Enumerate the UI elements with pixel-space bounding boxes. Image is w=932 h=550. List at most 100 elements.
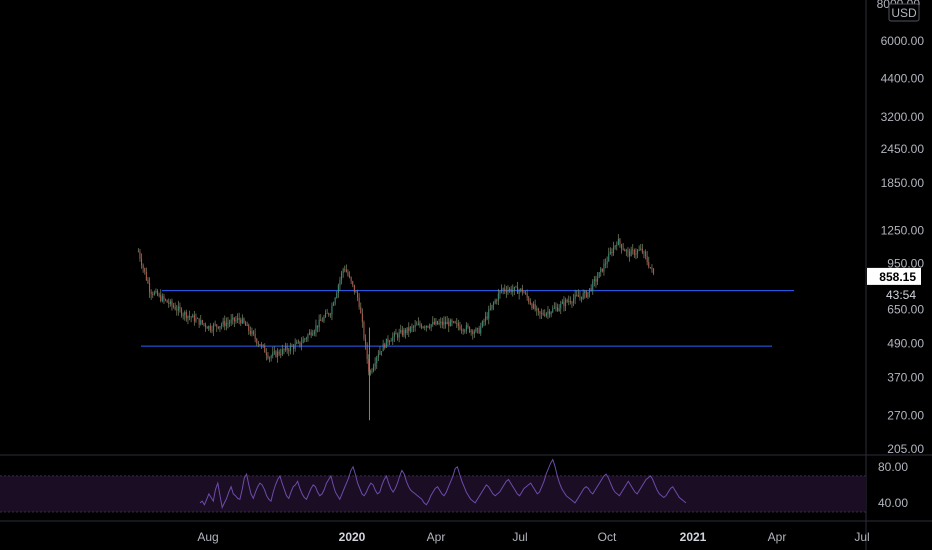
- candle-body: [499, 290, 501, 294]
- candle-body: [553, 307, 555, 309]
- candle-body: [521, 288, 523, 293]
- candle-body: [532, 303, 535, 309]
- candle-body: [408, 327, 410, 332]
- candle-body: [153, 292, 155, 295]
- candle-body: [448, 321, 450, 327]
- candle-body: [552, 308, 554, 313]
- rsi-tick: 40.00: [878, 496, 908, 510]
- candle-body: [616, 244, 618, 246]
- candle-body: [491, 304, 493, 309]
- candle-body: [302, 339, 304, 344]
- candle-body: [345, 269, 347, 272]
- candle-body: [505, 290, 507, 293]
- candle-body: [337, 285, 339, 293]
- candle-body: [483, 321, 485, 323]
- candle-body: [300, 343, 303, 346]
- candle-body: [163, 296, 165, 300]
- price-tick: 2450.00: [881, 142, 925, 156]
- candle-body: [496, 300, 498, 302]
- candle-body: [256, 338, 258, 344]
- candle-body: [225, 322, 227, 327]
- candle-body: [515, 286, 517, 288]
- candle-body: [144, 268, 146, 272]
- candle-body: [446, 321, 448, 325]
- candle-body: [636, 250, 639, 254]
- candle-body: [376, 357, 378, 364]
- candle-body: [456, 322, 458, 324]
- candle-body: [547, 311, 549, 314]
- candle-body: [612, 247, 615, 254]
- candle-body: [328, 313, 330, 315]
- candle-body: [321, 321, 323, 322]
- candle-body: [148, 282, 151, 293]
- last-price-label[interactable]: [867, 267, 921, 285]
- candle-body: [457, 323, 459, 327]
- candle-body: [371, 370, 373, 372]
- candle-body: [520, 288, 522, 291]
- candle-body: [451, 320, 453, 323]
- price-tick: 1250.00: [881, 223, 925, 237]
- candle-body: [182, 314, 184, 316]
- candle-body: [208, 326, 210, 329]
- candle-body: [428, 327, 431, 328]
- candle-body: [176, 309, 178, 311]
- candle-body: [409, 327, 411, 332]
- candle-body: [273, 351, 275, 353]
- candle-body: [492, 303, 495, 305]
- candle-body: [545, 313, 547, 316]
- candle-body: [401, 330, 403, 336]
- candle-body: [275, 351, 277, 357]
- candle-body: [646, 256, 648, 263]
- candle-body: [198, 318, 200, 325]
- candle-body: [494, 300, 496, 304]
- time-tick: 2021: [680, 530, 707, 544]
- candle-body: [222, 320, 224, 325]
- candle-body: [227, 322, 229, 324]
- price-tick: 490.00: [887, 337, 924, 351]
- candle-body: [224, 320, 226, 327]
- candle-body: [571, 302, 573, 304]
- candle-body: [417, 323, 419, 325]
- candle-body: [211, 330, 213, 332]
- candle-body: [609, 251, 611, 254]
- price-tick: 205.00: [887, 442, 924, 456]
- candles: [137, 234, 655, 421]
- candle-body: [196, 318, 199, 320]
- candle-body: [193, 315, 195, 322]
- countdown-label: [867, 285, 921, 303]
- time-tick: 2020: [339, 530, 366, 544]
- candle-body: [312, 333, 314, 336]
- price-ticks: 6000.00 4400.00 3200.00 2450.00 1850.00 1250.…: [881, 34, 925, 456]
- candle-body: [560, 303, 562, 309]
- candle-body: [489, 308, 491, 310]
- candle-body: [606, 261, 608, 264]
- candle-body: [268, 357, 271, 359]
- candle-body: [473, 331, 475, 334]
- candle-body: [572, 298, 575, 303]
- candle-body: [382, 343, 384, 352]
- candle-body: [179, 306, 181, 310]
- candle-body: [584, 291, 586, 294]
- price-tick: 3200.00: [881, 110, 925, 124]
- candle-body: [379, 351, 381, 355]
- candle-body: [420, 325, 423, 328]
- currency-badge[interactable]: [888, 3, 920, 22]
- candle-body: [220, 324, 223, 327]
- price-tick: 370.00: [887, 371, 924, 385]
- candle-body: [169, 301, 171, 304]
- candle-body: [510, 288, 512, 293]
- price-tick: 1850.00: [881, 176, 925, 190]
- candle-body: [497, 293, 499, 301]
- candle-body: [622, 248, 624, 250]
- candle-body: [580, 296, 583, 299]
- candle-body: [459, 326, 461, 330]
- candle-body: [352, 281, 354, 285]
- candle-body: [392, 336, 394, 341]
- candle-body: [174, 306, 176, 310]
- candle-body: [246, 324, 248, 326]
- candle-body: [200, 320, 202, 325]
- candle-body: [600, 268, 602, 273]
- candle-body: [260, 344, 263, 346]
- candle-body: [412, 326, 415, 328]
